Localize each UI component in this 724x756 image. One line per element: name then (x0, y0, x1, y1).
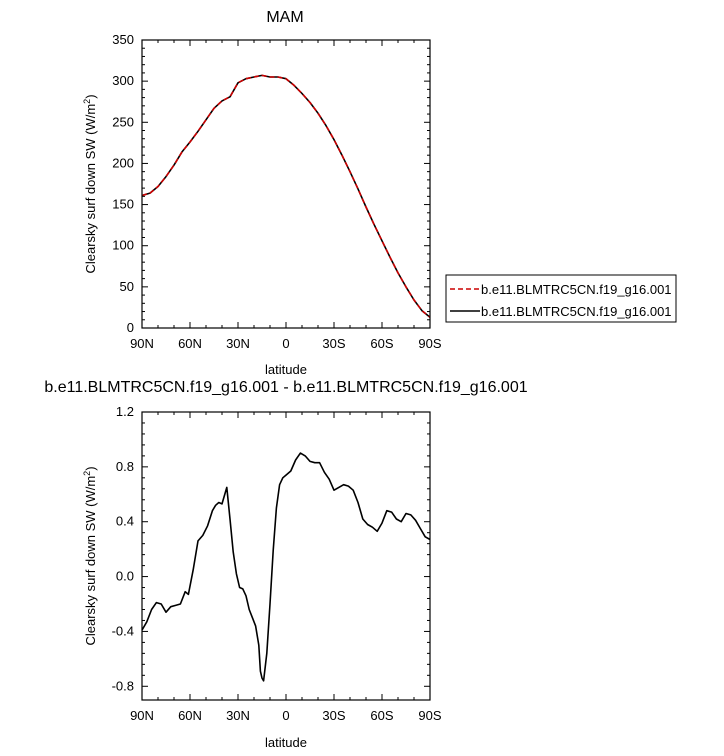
top-plot-area (141, 74, 431, 318)
bottom-title: b.e11.BLMTRC5CN.f19_g16.001 - b.e11.BLMT… (44, 379, 527, 396)
top-x-ticks: 90N 60N 30N 0 30S 60S 90S (130, 40, 442, 351)
bottom-plot-area (141, 452, 431, 682)
legend-label-2: b.e11.BLMTRC5CN.f19_g16.001 (481, 304, 672, 319)
top-y-tick-label: 100 (112, 238, 134, 253)
top-gridless-axes: 90N 60N 30N 0 30S 60S 90S 0 50 100 150 200 250 300 35… (112, 32, 442, 351)
top-y-axis-label-sup: 2 (82, 99, 92, 104)
top-y-tick-label: 50 (120, 279, 134, 294)
bottom-y-tick-label: -0.4 (112, 623, 134, 638)
bottom-y-tick-label: 0.0 (116, 569, 134, 584)
bottom-series-line-1 (141, 452, 431, 682)
top-y-tick-label: 200 (112, 155, 134, 170)
top-series-line-2 (141, 74, 431, 318)
top-x-axis-label: latitude (265, 362, 307, 377)
bottom-panel: b.e11.BLMTRC5CN.f19_g16.001 - b.e11.BLMT… (44, 379, 527, 750)
legend-box (445, 274, 677, 323)
bottom-y-tick-label: 0.8 (116, 459, 134, 474)
top-x-tick-label: 60S (370, 336, 393, 351)
bottom-x-tick-label: 60N (178, 708, 202, 723)
top-y-tick-label: 350 (112, 32, 134, 47)
top-plot-frame (141, 39, 431, 329)
top-series-line-1 (141, 74, 431, 318)
top-y-tick-label: 300 (112, 73, 134, 88)
top-panel: MAM 90N 60N 30N 0 30S 60S 90S 0 50 100 150 200 250 3… (82, 9, 677, 377)
bottom-y-ticks: -0.8 -0.4 0.0 0.4 0.8 1.2 (112, 404, 430, 693)
bottom-x-axis-label: latitude (265, 735, 307, 750)
legend-item-1: b.e11.BLMTRC5CN.f19_g16.001 (450, 282, 672, 297)
top-x-tick-label: 90N (130, 336, 154, 351)
legend-label-1: b.e11.BLMTRC5CN.f19_g16.001 (481, 282, 672, 297)
top-y-ticks: 0 50 100 150 200 250 300 350 (112, 32, 430, 335)
top-x-tick-label: 30N (226, 336, 250, 351)
top-y-axis-label-close: ) (83, 94, 98, 98)
bottom-plot-frame (141, 411, 431, 701)
bottom-y-axis-label: Clearsky surf down SW (W/m2) (82, 466, 98, 645)
bottom-x-tick-label: 30S (322, 708, 345, 723)
top-y-tick-label: 250 (112, 114, 134, 129)
bottom-x-tick-label: 0 (282, 708, 289, 723)
legend-item-2: b.e11.BLMTRC5CN.f19_g16.001 (450, 304, 672, 319)
top-y-axis-label-main: Clearsky surf down SW (W/m (83, 104, 98, 274)
bottom-y-tick-label: 0.4 (116, 514, 134, 529)
bottom-x-tick-label: 30N (226, 708, 250, 723)
bottom-x-tick-label: 60S (370, 708, 393, 723)
top-x-tick-label: 60N (178, 336, 202, 351)
bottom-x-ticks: 90N 60N 30N 0 30S 60S 90S (130, 412, 442, 723)
top-x-tick-label: 90S (418, 336, 441, 351)
bottom-y-tick-label: 1.2 (116, 404, 134, 419)
bottom-x-tick-label: 90S (418, 708, 441, 723)
bottom-y-axis-label-close: ) (83, 466, 98, 470)
top-x-tick-label: 0 (282, 336, 289, 351)
bottom-y-tick-label: -0.8 (112, 678, 134, 693)
top-y-axis-label: Clearsky surf down SW (W/m2) (82, 94, 98, 273)
top-title: MAM (266, 9, 303, 26)
bottom-y-axis-label-main: Clearsky surf down SW (W/m (83, 476, 98, 646)
bottom-x-tick-label: 90N (130, 708, 154, 723)
top-y-tick-label: 150 (112, 197, 134, 212)
top-y-tick-label: 0 (127, 320, 134, 335)
legend: b.e11.BLMTRC5CN.f19_g16.001 b.e11.BLMTRC… (445, 274, 677, 323)
bottom-y-axis-label-sup: 2 (82, 471, 92, 476)
top-x-tick-label: 30S (322, 336, 345, 351)
